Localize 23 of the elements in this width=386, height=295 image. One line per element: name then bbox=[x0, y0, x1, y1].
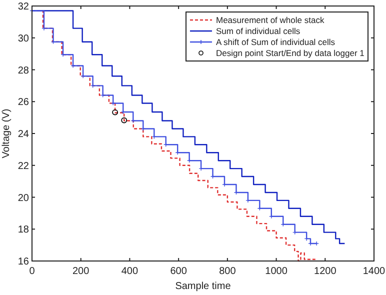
y-tick-label: 24 bbox=[18, 129, 30, 140]
y-tick-label: 26 bbox=[18, 97, 30, 108]
y-tick-label: 32 bbox=[18, 2, 30, 12]
x-tick-label: 0 bbox=[29, 266, 36, 277]
y-tick-label: 20 bbox=[18, 192, 30, 204]
y-tick-label: 28 bbox=[18, 65, 30, 76]
y-tick-label: 30 bbox=[18, 33, 30, 44]
x-tick-label: 200 bbox=[72, 266, 90, 277]
legend-label: Measurement of whole stack bbox=[216, 15, 325, 25]
legend-label: Design point Start/End by data logger 1 bbox=[216, 48, 365, 58]
y-tick-label: 16 bbox=[18, 256, 30, 268]
x-tick-label: 400 bbox=[121, 266, 138, 277]
x-tick-label: 600 bbox=[170, 266, 188, 277]
y-tick-label: 18 bbox=[18, 224, 30, 236]
x-axis-title: Sample time bbox=[175, 281, 232, 292]
y-tick-label: 22 bbox=[18, 160, 30, 172]
x-tick-label: 1200 bbox=[314, 266, 337, 277]
x-tick-label: 800 bbox=[219, 266, 236, 277]
x-tick-label: 1400 bbox=[362, 266, 386, 277]
x-tick-label: 1000 bbox=[265, 266, 288, 277]
legend-label: Sum of individual cells bbox=[216, 26, 300, 36]
y-axis-title: Voltage (V) bbox=[1, 108, 12, 158]
legend-label: A shift of Sum of individual cells bbox=[216, 37, 336, 47]
